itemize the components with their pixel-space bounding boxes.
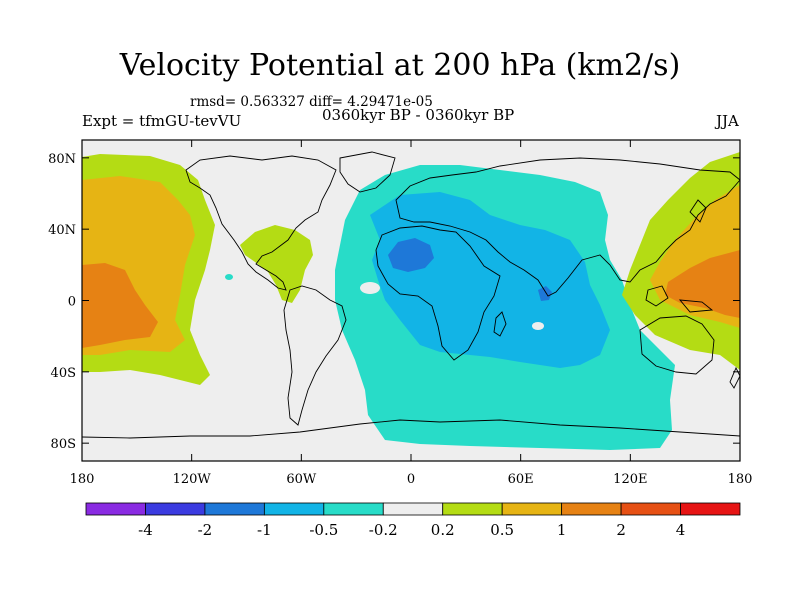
coast-madagascar	[493, 311, 507, 337]
colorbar-swatch	[620, 502, 681, 516]
colorbar-label: -0.5	[309, 521, 338, 539]
coast-eurasia	[395, 157, 740, 297]
contour-west-pacific-1	[82, 263, 158, 348]
lat-tick-label: 0	[68, 295, 76, 310]
colorbar-label: 0.5	[490, 521, 514, 539]
lon-tick-label: 120W	[173, 472, 212, 487]
coastlines	[82, 151, 740, 439]
coast-greenland	[339, 151, 396, 193]
colorbar-label: -4	[138, 521, 153, 539]
lat-tick-label: 40N	[48, 223, 76, 238]
contour-indian-ocean-blob	[532, 322, 544, 330]
colorbar-swatch	[204, 502, 265, 516]
lon-axis: 180 120W 60W 0 60E 120E 180	[70, 140, 753, 487]
lon-tick-label: 0	[407, 472, 415, 487]
coast-borneo	[645, 285, 669, 307]
period-label: 0360kyr BP - 0360kyr BP	[322, 106, 515, 124]
coast-antarctica	[82, 419, 740, 439]
colorbar-label: 0.2	[431, 521, 455, 539]
lat-tick-label: 80S	[51, 437, 76, 452]
colorbar-swatch	[382, 502, 444, 516]
colorbar-swatch	[442, 502, 503, 516]
contour-east-negative-0.5	[370, 192, 610, 368]
lon-tick-label: 60W	[286, 472, 317, 487]
coast-south-america	[283, 285, 347, 426]
coast-new-zealand	[729, 366, 740, 389]
contour-maritime-1	[665, 250, 740, 318]
colorbar-swatch	[85, 502, 146, 516]
lon-tick-label: 180	[70, 472, 95, 487]
lon-tick-label: 180	[728, 472, 753, 487]
colorbar-swatch	[501, 502, 563, 516]
colorbar-label: -0.2	[369, 521, 398, 539]
coast-new-guinea	[678, 299, 714, 313]
colorbar-label: 2	[616, 521, 626, 539]
map-field	[82, 140, 740, 461]
lat-tick-label: 40S	[51, 366, 76, 381]
contour-atlantic-blob	[360, 282, 380, 294]
coast-africa	[375, 225, 501, 361]
contour-pacific-blob	[225, 274, 233, 280]
colorbar-swatch	[323, 502, 384, 516]
stats-line: rmsd= 0.563327 diff= 4.29471e-05	[190, 94, 433, 110]
lat-tick-label: 80N	[48, 152, 76, 167]
coast-japan	[689, 199, 707, 223]
colorbar: -4 -2 -1 -0.5 -0.2 0.2 0.5 1 2 4	[85, 502, 741, 539]
colorbar-label: -2	[198, 521, 213, 539]
lon-tick-label: 60E	[508, 472, 534, 487]
colorbar-label: 4	[676, 521, 686, 539]
experiment-label: Expt = tfmGU-tevVU	[82, 112, 242, 130]
colorbar-swatch	[680, 502, 741, 516]
lon-tick-label: 120E	[613, 472, 647, 487]
plot-title: Velocity Potential at 200 hPa (km2/s)	[119, 48, 681, 83]
lat-axis: 80N 40N 0 40S 80S	[48, 152, 740, 452]
colorbar-swatch	[561, 502, 622, 516]
colorbar-label: 1	[557, 521, 567, 539]
contour-india-negative-1	[538, 286, 552, 301]
coast-north-america	[185, 155, 337, 291]
contour-caribbean-0.2	[240, 225, 313, 303]
contour-east-negative-1	[388, 238, 434, 272]
colorbar-swatch	[145, 502, 206, 516]
colorbar-swatch	[263, 502, 325, 516]
coast-australia	[639, 315, 715, 375]
season-label: JJA	[716, 112, 739, 130]
colorbar-label: -1	[257, 521, 272, 539]
